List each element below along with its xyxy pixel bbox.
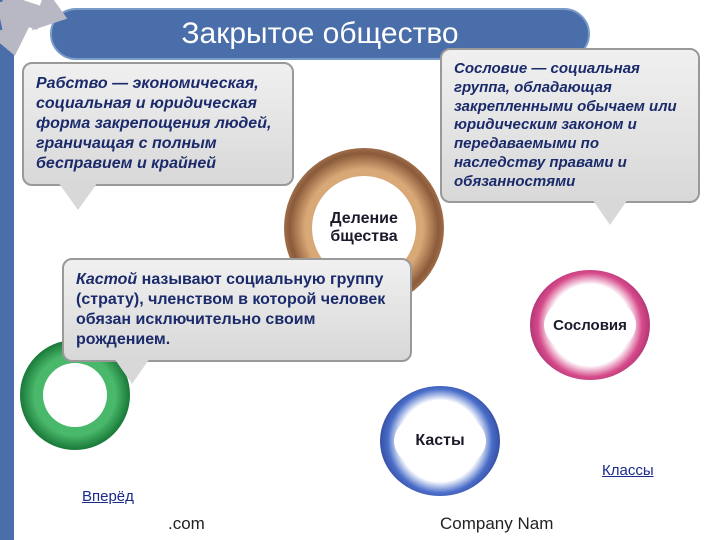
left-sidebar <box>0 0 14 540</box>
nav-forward-link[interactable]: Вперёд <box>82 488 134 505</box>
nav-classes-link[interactable]: Классы <box>602 462 654 479</box>
castes-node: Касты <box>380 386 500 496</box>
green-node-inner <box>43 363 107 427</box>
estates-node: Сословия <box>530 270 650 380</box>
footer-right: Company Nam <box>440 514 553 534</box>
center-line-1: Деление <box>330 210 398 228</box>
callout-slavery-text: Рабство — экономическая, социальная и юр… <box>36 75 271 172</box>
callout-caste-lead: Кастой <box>76 271 137 288</box>
footer-left: .com <box>168 514 205 534</box>
callout-estate: Сословие — социальная группа, обладающая… <box>440 48 700 203</box>
center-line-2: бщества <box>330 228 398 246</box>
callout-estate-text: Сословие — социальная группа, обладающая… <box>454 60 677 190</box>
callout-caste: Кастой называют социальную группу (страт… <box>62 258 412 362</box>
castes-label: Касты <box>394 410 486 472</box>
callout-slavery: Рабство — экономическая, социальная и юр… <box>22 62 294 186</box>
page-title: Закрытое общество <box>181 17 458 51</box>
estates-label: Сословия <box>544 294 636 356</box>
